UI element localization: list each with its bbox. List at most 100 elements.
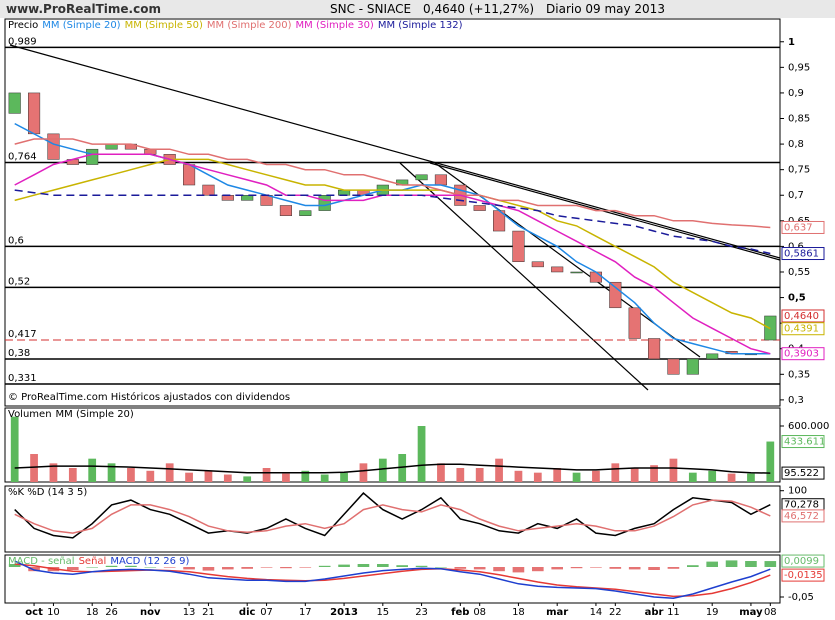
legend: MACD - señal Señal MACD (12 26 9) <box>8 556 189 567</box>
candle <box>279 205 292 216</box>
value-tag: 0,637 <box>784 222 813 233</box>
level-label: 0,331 <box>8 373 37 384</box>
histogram-bar <box>8 564 21 567</box>
candle <box>706 353 719 360</box>
x-tick-label: 10 <box>47 607 60 618</box>
y-tick-label: 0,55 <box>788 267 810 278</box>
histogram-bar <box>28 567 40 572</box>
x-tick-label: 08 <box>764 607 777 618</box>
histogram-bar <box>202 567 215 571</box>
candle <box>609 281 622 309</box>
candle <box>47 133 60 160</box>
x-tick-label: dic <box>239 607 256 618</box>
volume-bar <box>688 472 697 482</box>
x-tick-label: may <box>739 607 763 618</box>
value-tag: 0,5861 <box>784 249 819 260</box>
volume-bar <box>437 463 445 482</box>
volume-bar <box>747 473 755 482</box>
histogram-bar <box>144 567 157 568</box>
histogram-bar <box>435 567 447 568</box>
series-line <box>14 189 771 255</box>
value-tag-box <box>781 309 825 323</box>
volume-bar <box>630 468 639 482</box>
histogram-bar <box>667 567 680 569</box>
trend-line <box>429 162 781 261</box>
volume-bar <box>572 472 581 482</box>
legend: Volumen MM (Simple 20) <box>8 409 134 420</box>
volume-bar <box>68 468 77 482</box>
x-tick-label: 26 <box>105 607 118 618</box>
volume-bar <box>204 470 213 482</box>
histogram-bar <box>570 567 583 569</box>
trend-line <box>399 162 649 391</box>
volume-bar <box>88 458 97 482</box>
candle <box>473 205 486 211</box>
candle <box>318 194 331 211</box>
header-bar <box>0 0 835 18</box>
histogram-bar <box>377 564 389 567</box>
candle <box>241 194 254 201</box>
legend-label: Precio <box>8 20 39 31</box>
x-tick-label: 08 <box>473 607 486 618</box>
volume-bar <box>262 468 271 482</box>
candle <box>28 92 41 135</box>
y-tick-label: 600.000 <box>788 421 829 432</box>
candle <box>686 358 699 375</box>
candle <box>183 164 196 186</box>
value-tag: 70,278 <box>784 500 819 511</box>
candle <box>299 210 312 216</box>
volume-bar <box>127 468 135 482</box>
x-tick-label: 21 <box>202 607 215 618</box>
logo: www.ProRealTime.com <box>6 2 161 16</box>
value-tag-box <box>781 466 825 480</box>
y-tick-label: 0,7 <box>788 190 804 201</box>
histogram-bar <box>628 567 641 570</box>
legend-entry: MACD - señal <box>8 556 75 567</box>
series-line <box>14 492 771 539</box>
histogram-bar <box>590 567 602 568</box>
histogram-bar <box>687 565 699 567</box>
histogram-bar <box>105 565 118 567</box>
histogram-bar <box>260 567 273 568</box>
note: © ProRealTime.com Históricos ajustados c… <box>8 391 290 403</box>
y-tick-label: -0,05 <box>788 592 814 603</box>
histogram-bar <box>551 567 563 570</box>
value-tag: 46,572 <box>784 511 819 522</box>
x-tick-label: 22 <box>609 607 622 618</box>
histogram-bar <box>454 567 467 569</box>
header-info: SNC - SNIACE 0,4640 (+11,27%) Diario 09 … <box>330 2 665 16</box>
y-tick-label: 0,5 <box>788 293 806 304</box>
legend: %K %D (14 3 5) <box>8 487 87 498</box>
legend-entry: MM (Simple 20) <box>55 409 134 420</box>
value-tag: 433.611 <box>784 437 825 448</box>
histogram-bar <box>532 567 544 572</box>
histogram-bar <box>67 567 79 570</box>
candle <box>628 307 641 339</box>
candle <box>570 271 583 274</box>
series-line <box>14 122 771 355</box>
value-tag-box <box>781 322 825 336</box>
quote: 0,4640 (+11,27%) <box>423 2 535 16</box>
histogram-bar <box>493 567 505 572</box>
x-tick-label: nov <box>140 607 161 618</box>
panel-frame <box>4 18 781 407</box>
legend-entry: MM (Simple 30) <box>295 20 374 31</box>
volume-bar <box>495 458 503 482</box>
x-tick-label: abr <box>645 607 664 618</box>
series-line <box>14 463 771 474</box>
series-line <box>14 499 771 534</box>
histogram-bar <box>125 565 137 567</box>
value-tag: 0,4640 <box>784 311 819 322</box>
volume-bar <box>165 463 174 482</box>
volume-bar <box>456 468 465 482</box>
volume-bar <box>650 465 658 482</box>
x-tick-label: 11 <box>667 607 680 618</box>
volume-bar <box>340 472 348 482</box>
candle <box>589 271 602 283</box>
histogram-bar <box>338 564 350 567</box>
value-tag: 0,0099 <box>784 556 819 567</box>
volume-bar <box>320 474 329 482</box>
candle <box>512 230 525 263</box>
period: Diario 09 may 2013 <box>546 2 665 16</box>
